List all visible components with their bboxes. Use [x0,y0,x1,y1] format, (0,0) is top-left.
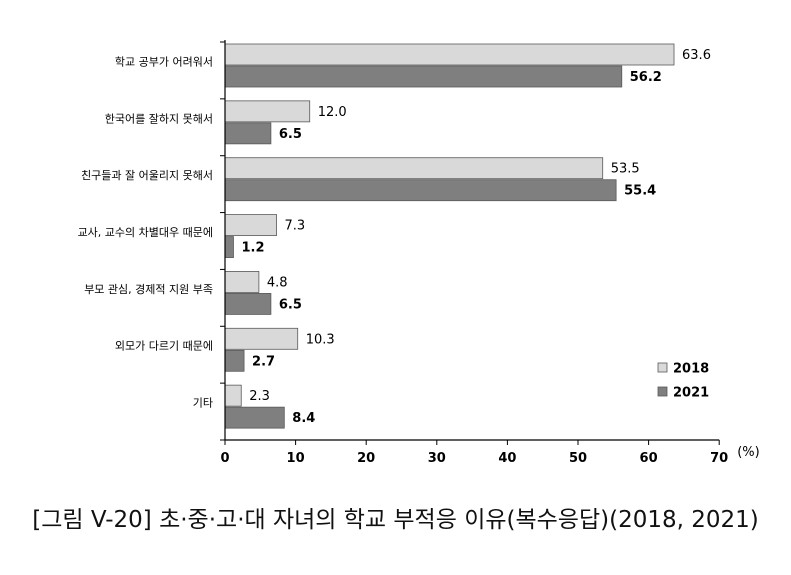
x-tick-label: 20 [357,451,375,466]
bar-2021-6 [224,349,245,372]
legend-swatch-2021 [657,386,668,397]
legend-label-2021: 2021 [673,386,709,401]
category-label: 외모가 다르기 때문에 [115,340,213,353]
data-label-2018: 7.3 [285,219,306,234]
data-label-2021: 2.7 [252,354,275,369]
x-tick-label: 40 [498,451,516,466]
category-label: 학교 공부가 어려워서 [115,55,213,68]
category-label: 친구들과 잘 어울리지 못해서 [81,168,213,182]
data-label-2018: 12.0 [318,105,347,120]
legend-label-2018: 2018 [673,362,709,377]
data-label-2021: 6.5 [279,297,302,312]
data-label-2021: 56.2 [630,70,662,85]
bar-2021-3 [224,179,617,202]
bar-2018-4 [224,214,277,236]
data-label-2021: 1.2 [241,241,264,256]
bar-2018-3 [224,157,604,180]
chart: 학교 공부가 어려워서 63.6 56.2 한국어를 잘하지 못해서 12.0 6.5 친구… [78,40,760,466]
bar-2018-1 [224,43,675,66]
bar-chart: 학교 공부가 어려워서 63.6 56.2 한국어를 잘하지 못해서 12.0 6.5 친구… [78,40,760,466]
figure-caption: [그림 V-20] 초·중·고·대 자녀의 학교 부적응 이유(복수응답)(20… [32,507,759,533]
x-tick-label: 60 [640,451,658,466]
data-label-2021: 6.5 [279,127,302,142]
data-label-2018: 2.3 [249,389,270,404]
category-label: 교사, 교수의 차별대우 때문에 [78,226,213,239]
bar-2021-5 [224,293,272,315]
bar-2018-5 [224,271,260,293]
x-tick-label: 10 [287,451,305,466]
bar-2021-7 [224,406,285,429]
category-label: 부모 관심, 경제적 지원 부족 [84,283,213,296]
legend-swatch-2018 [657,362,668,373]
data-label-2021: 8.4 [292,411,315,426]
bar-2018-6 [224,327,299,350]
x-tick-label: 0 [220,451,229,466]
category-label: 기타 [193,397,213,410]
data-label-2018: 10.3 [306,332,335,347]
category-label: 한국어를 잘하지 못해서 [105,111,213,125]
data-label-2018: 4.8 [267,275,288,290]
data-label-2021: 55.4 [624,184,656,199]
bar-2021-2 [224,122,272,145]
bar-2021-4 [224,236,234,258]
x-tick-label: 70 [710,451,728,466]
data-label-2018: 63.6 [682,48,711,63]
bar-2018-7 [224,384,242,407]
x-tick-label: 30 [428,451,446,466]
bar-2018-2 [224,100,311,123]
x-tick-label: 50 [569,451,587,466]
bar-2021-1 [224,65,623,88]
x-unit-label: (%) [737,445,760,460]
data-label-2018: 53.5 [611,162,640,177]
